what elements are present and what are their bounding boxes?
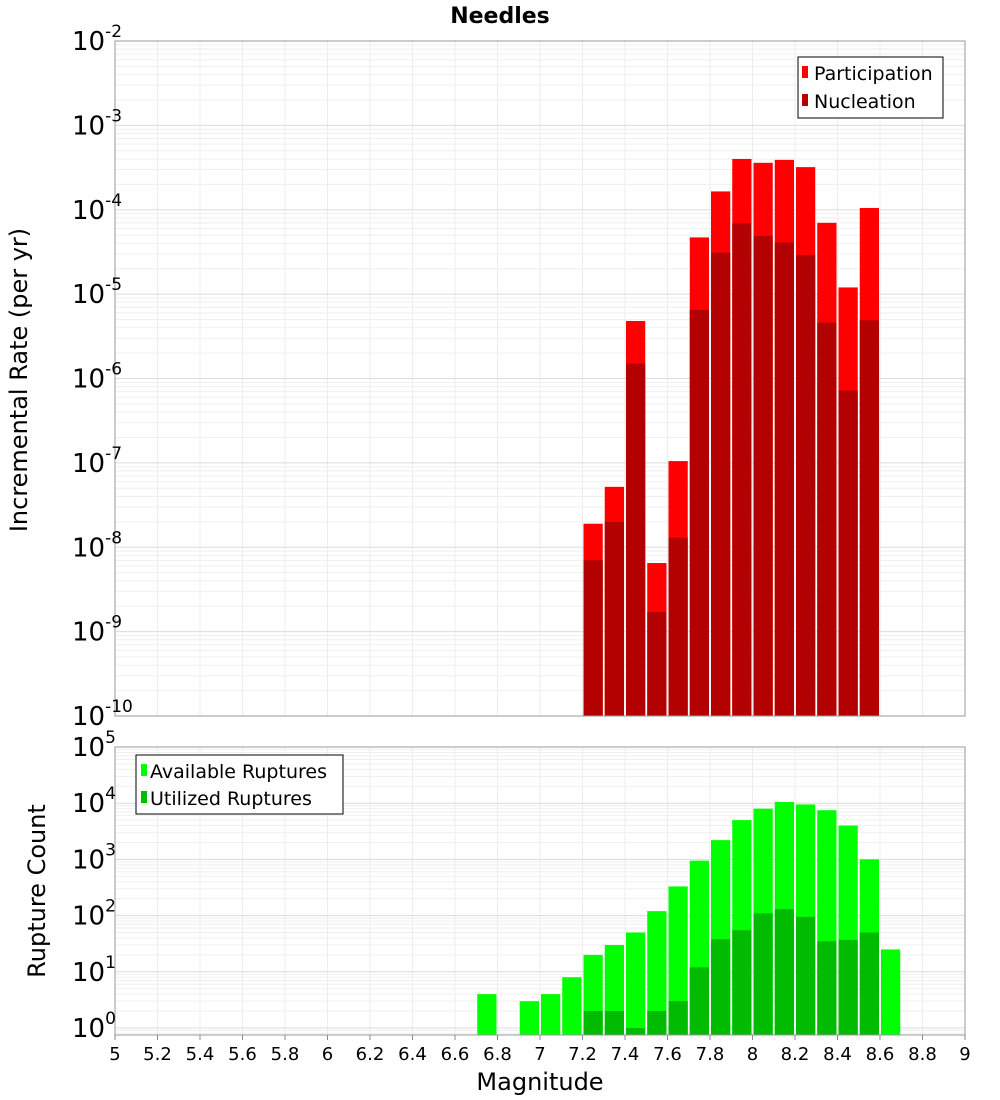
legend-label-utilized: Utilized Ruptures	[150, 788, 312, 810]
x-tick-label: 5.8	[271, 1044, 300, 1065]
x-tick-label: 5.4	[186, 1044, 215, 1065]
count-y-tick-label: 103	[72, 840, 116, 875]
legend-swatch-participation	[802, 66, 808, 78]
x-tick-label: 8.2	[781, 1044, 810, 1065]
rate-bar-nucleation	[859, 320, 879, 716]
count-panel: 100 101 102 103 104 105 5 5.2 5.4 5.6 5.8 6 6.2 6.4 6…	[23, 728, 971, 1096]
rate-y-tick-label: 10-4	[72, 191, 122, 226]
rate-legend-box	[797, 56, 944, 119]
rate-y-tick-label: 10-7	[72, 444, 122, 479]
rate-panel: 10-10 10-9 10-8 10-7 10-6 10-5 10-4 10-3 10-2 In…	[5, 22, 966, 732]
count-y-tick-label: 102	[72, 897, 116, 932]
count-bar-utilized-ruptures	[647, 1011, 667, 1035]
rate-bar-nucleation	[668, 537, 688, 716]
x-tick-label: 7.2	[568, 1044, 597, 1065]
chart-title: Needles	[450, 4, 550, 29]
rate-y-ticks: 10-10 10-9 10-8 10-7 10-6 10-5 10-4 10-3 10-2	[72, 22, 133, 732]
count-bar-utilized-ruptures	[859, 932, 879, 1035]
x-tick-label: 8.4	[823, 1044, 852, 1065]
count-legend-box	[135, 754, 344, 815]
count-bar-utilized-ruptures	[774, 909, 794, 1035]
rate-y-tick-label: 10-10	[72, 697, 133, 732]
count-y-ticks: 100 101 102 103 104 105	[72, 728, 116, 1044]
rate-bar-nucleation	[583, 560, 603, 716]
rate-bars	[583, 158, 879, 717]
count-bar-utilized-ruptures	[753, 913, 773, 1035]
rate-plot-frame	[114, 40, 966, 717]
x-tick-label: 6	[322, 1044, 333, 1065]
x-tick-label: 7.6	[653, 1044, 682, 1065]
x-tick-label: 7.4	[611, 1044, 640, 1065]
rate-bar-nucleation	[689, 309, 709, 716]
count-legend: Available Ruptures Utilized Ruptures	[135, 754, 344, 815]
count-bar-utilized-ruptures	[689, 967, 709, 1035]
count-bar-utilized-ruptures	[732, 930, 752, 1035]
count-bar-available-ruptures	[541, 994, 561, 1035]
x-tick-label: 6.6	[441, 1044, 470, 1065]
x-tick-label: 8.6	[866, 1044, 895, 1065]
count-bar-utilized-ruptures	[711, 939, 731, 1035]
count-bar-available-ruptures	[519, 1001, 539, 1035]
rate-bar-nucleation	[774, 242, 794, 716]
count-bar-utilized-ruptures	[626, 1027, 646, 1035]
count-y-axis-label: Rupture Count	[23, 804, 51, 978]
x-axis-label: Magnitude	[476, 1068, 603, 1096]
rate-grid	[114, 41, 966, 717]
count-bar-utilized-ruptures	[668, 1001, 688, 1035]
x-tick-label: 9	[959, 1044, 970, 1065]
x-tick-label: 5	[109, 1044, 120, 1065]
count-y-tick-label: 104	[72, 784, 116, 819]
x-tick-label: 8	[747, 1044, 758, 1065]
rate-y-tick-label: 10-6	[72, 360, 122, 395]
rate-bar-nucleation	[838, 390, 858, 716]
x-tick-label: 6.2	[356, 1044, 385, 1065]
count-bars	[477, 802, 901, 1035]
rate-bar-nucleation	[817, 322, 837, 716]
count-y-tick-label: 101	[72, 953, 116, 988]
x-tick-label: 5.6	[228, 1044, 257, 1065]
count-bar-utilized-ruptures	[796, 916, 816, 1035]
magnitude-x-ticks: 5 5.2 5.4 5.6 5.8 6 6.2 6.4 6.6 6.8 7 7.2 7.4 7.6 7.8 8…	[109, 1035, 971, 1065]
count-y-tick-label: 105	[72, 728, 116, 763]
rate-bar-nucleation	[753, 235, 773, 716]
rate-bar-nucleation	[732, 223, 752, 716]
legend-swatch-nucleation	[802, 94, 808, 106]
legend-label-nucleation: Nucleation	[814, 91, 916, 113]
x-tick-label: 6.8	[483, 1044, 512, 1065]
count-bar-available-ruptures	[647, 911, 667, 1035]
x-tick-label: 6.4	[398, 1044, 427, 1065]
rate-y-tick-label: 10-5	[72, 275, 122, 310]
count-bar-available-ruptures	[562, 977, 582, 1035]
count-bar-utilized-ruptures	[583, 1011, 603, 1035]
legend-swatch-utilized	[141, 791, 147, 803]
count-bar-utilized-ruptures	[838, 939, 858, 1035]
rate-bar-nucleation	[647, 612, 667, 716]
x-tick-label: 8.8	[908, 1044, 937, 1065]
rate-bar-nucleation	[626, 363, 646, 716]
legend-label-participation: Participation	[814, 63, 933, 85]
legend-label-available: Available Ruptures	[150, 761, 327, 783]
rate-y-axis-label: Incremental Rate (per yr)	[5, 228, 33, 532]
rate-bar-nucleation	[604, 521, 624, 716]
count-bar-utilized-ruptures	[817, 941, 837, 1035]
count-bar-utilized-ruptures	[604, 1011, 624, 1035]
rate-legend: Participation Nucleation	[797, 56, 944, 119]
count-bar-available-ruptures	[626, 932, 646, 1035]
count-bar-available-ruptures	[881, 949, 901, 1035]
rate-y-tick-label: 10-2	[72, 22, 122, 57]
count-bar-available-ruptures	[668, 886, 688, 1035]
rate-y-tick-label: 10-3	[72, 106, 122, 141]
rate-bar-nucleation	[711, 252, 731, 716]
x-tick-label: 7.8	[696, 1044, 725, 1065]
x-tick-label: 7	[534, 1044, 545, 1065]
count-bar-available-ruptures	[477, 994, 497, 1035]
rate-bar-nucleation	[796, 255, 816, 716]
count-y-tick-label: 100	[72, 1009, 116, 1044]
x-tick-label: 5.2	[143, 1044, 172, 1065]
rate-y-tick-label: 10-9	[72, 613, 122, 648]
rate-y-tick-label: 10-8	[72, 528, 122, 563]
legend-swatch-available	[141, 764, 147, 776]
